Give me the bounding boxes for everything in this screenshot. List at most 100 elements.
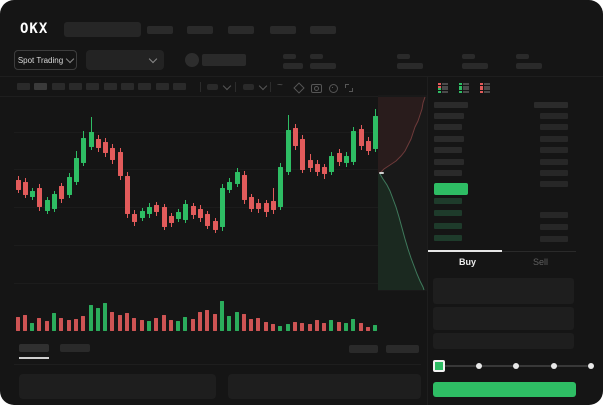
line-style-icon[interactable]: ~: [277, 80, 283, 91]
bid-row-amount[interactable]: [540, 211, 568, 218]
candle-body: [103, 142, 109, 153]
divider: [427, 76, 428, 405]
orderbook-combined-icon[interactable]: [437, 82, 449, 94]
nav-item-skeleton[interactable]: [310, 26, 336, 34]
bid-row-amount[interactable]: [540, 224, 568, 231]
candle-body: [336, 153, 342, 162]
market-type-selector[interactable]: Spot Trading: [14, 50, 77, 70]
volume-bar: [314, 320, 319, 331]
gridline: [14, 207, 378, 208]
last-price-badge[interactable]: [434, 183, 468, 195]
bid-row-price[interactable]: [434, 234, 462, 241]
volume-bar: [198, 312, 202, 331]
candle-body: [37, 188, 43, 207]
candle-body: [161, 207, 167, 227]
bottom-filter-skeleton[interactable]: [349, 345, 378, 353]
timeframe-button[interactable]: [86, 83, 100, 90]
trading-pair-dropdown[interactable]: [86, 50, 164, 70]
candle-body: [307, 160, 313, 168]
timeframe-button[interactable]: [138, 83, 152, 90]
orderbook-bids-icon[interactable]: [458, 82, 470, 94]
tab-buy[interactable]: Buy: [459, 257, 477, 267]
gear-icon[interactable]: [329, 84, 338, 93]
icon-bar: [484, 83, 490, 85]
icon-row: [480, 90, 490, 93]
ask-row-amount[interactable]: [540, 124, 568, 131]
ask-row-price[interactable]: [434, 147, 462, 154]
slider-stop-dot[interactable]: [513, 363, 519, 369]
bid-row-price[interactable]: [434, 210, 462, 217]
slider-stop-dot[interactable]: [550, 363, 557, 369]
bottom-tab-underline: [19, 357, 49, 359]
ask-row-price[interactable]: [434, 113, 464, 119]
timeframe-button[interactable]: [103, 83, 117, 90]
volume-bar: [37, 318, 42, 331]
ask-row-amount[interactable]: [540, 113, 568, 119]
interval-control[interactable]: [207, 84, 218, 90]
icon-cell: [459, 90, 462, 93]
nav-item-skeleton[interactable]: [228, 26, 254, 34]
volume-bar: [66, 320, 71, 331]
camera-icon[interactable]: [311, 84, 322, 93]
bottom-tab[interactable]: [60, 344, 90, 352]
bid-row-price[interactable]: [434, 222, 462, 229]
timeframe-button[interactable]: [69, 83, 83, 90]
timeframe-button[interactable]: [34, 83, 48, 90]
volume-bar: [183, 317, 188, 331]
ask-row-amount[interactable]: [540, 158, 568, 165]
candle-body: [278, 167, 284, 207]
tab-sell[interactable]: Sell: [533, 257, 549, 267]
candle-body: [285, 130, 291, 172]
timeframe-button[interactable]: [155, 83, 169, 90]
volume-bar: [22, 315, 27, 331]
ask-row-amount[interactable]: [540, 170, 568, 176]
price-input[interactable]: [433, 278, 574, 304]
icon-bar: [463, 85, 469, 88]
orderbook-asks-icon[interactable]: [479, 82, 491, 94]
total-input[interactable]: [433, 333, 574, 349]
ask-row-amount[interactable]: [540, 147, 568, 154]
icon-row: [480, 85, 490, 88]
candle-body: [168, 216, 174, 223]
timeframe-button[interactable]: [17, 83, 30, 90]
candle-body: [198, 209, 203, 218]
bottom-filter-skeleton[interactable]: [386, 345, 419, 353]
nav-item-skeleton[interactable]: [187, 26, 213, 34]
slider-stop-dot[interactable]: [588, 363, 594, 369]
candle-body: [314, 164, 320, 172]
volume-bar: [117, 315, 122, 331]
slider-handle[interactable]: [433, 360, 445, 372]
ask-row-amount[interactable]: [540, 181, 568, 187]
ask-row-price[interactable]: [434, 124, 462, 131]
volume-bar: [234, 312, 239, 331]
buy-submit-button[interactable]: [433, 382, 576, 397]
bottom-panel: [228, 374, 421, 399]
gridline: [14, 283, 378, 284]
ask-row-price[interactable]: [434, 158, 464, 165]
candle-body: [146, 207, 152, 214]
ask-row-price[interactable]: [434, 135, 464, 142]
timeframe-button[interactable]: [121, 83, 135, 90]
chart-canvas[interactable]: [0, 0, 428, 405]
timeframe-button[interactable]: [51, 83, 65, 90]
ask-row-price[interactable]: [434, 170, 462, 176]
bottom-tab-active[interactable]: [19, 344, 49, 352]
candle-body: [44, 200, 50, 211]
fullscreen-icon[interactable]: [345, 84, 353, 92]
icon-row: [438, 88, 448, 91]
nav-item-skeleton[interactable]: [147, 26, 173, 34]
bid-row-price[interactable]: [434, 198, 462, 204]
nav-item-skeleton[interactable]: [270, 26, 296, 34]
search-input[interactable]: [64, 22, 141, 37]
timeframe-button[interactable]: [173, 83, 187, 90]
bid-row-amount[interactable]: [540, 236, 568, 243]
okx-logo[interactable]: OKX: [20, 21, 49, 37]
gridline: [14, 169, 378, 170]
amount-input[interactable]: [433, 307, 574, 330]
volume-bar: [249, 319, 254, 331]
slider-stop-dot[interactable]: [475, 363, 482, 369]
ask-row-amount[interactable]: [540, 135, 568, 142]
volume-bar: [52, 313, 56, 331]
chart-type-control[interactable]: [243, 84, 254, 90]
candle-body: [22, 182, 28, 195]
